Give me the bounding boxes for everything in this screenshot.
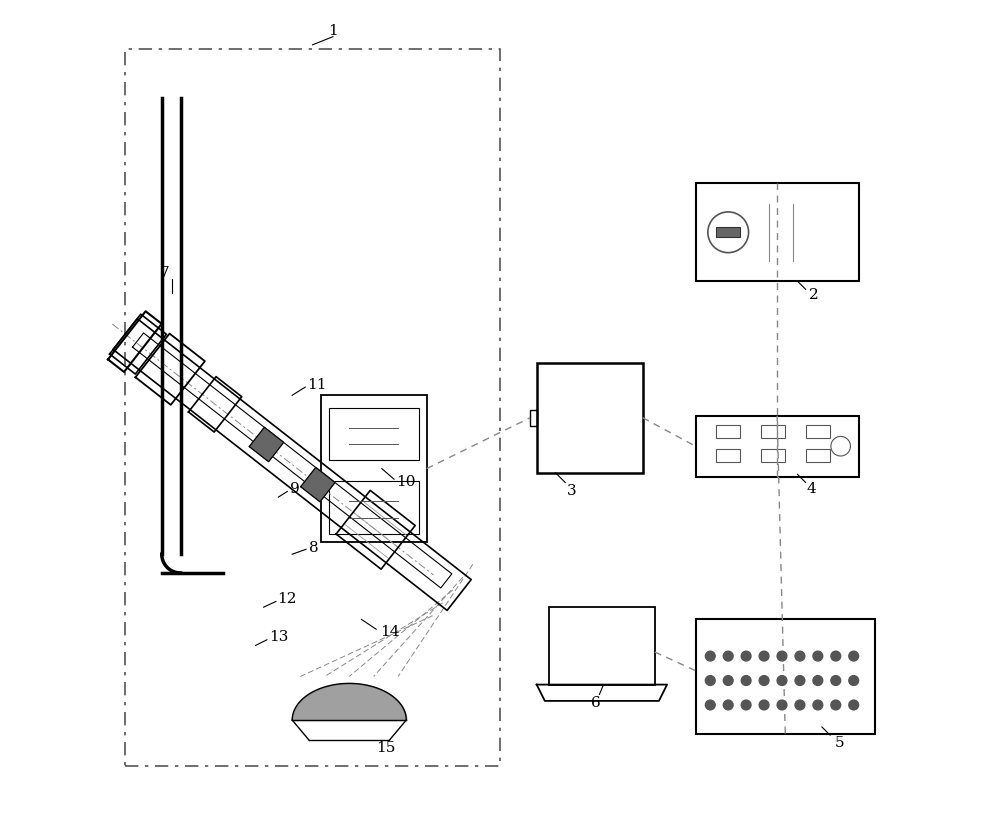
Circle shape	[723, 651, 733, 661]
Bar	[716, 425, 740, 438]
Circle shape	[849, 676, 859, 685]
Circle shape	[831, 700, 841, 710]
Circle shape	[849, 700, 859, 710]
Text: 11: 11	[307, 377, 326, 392]
Circle shape	[705, 700, 715, 710]
Circle shape	[813, 676, 823, 685]
Bar	[549, 607, 655, 685]
Bar	[537, 363, 643, 473]
Circle shape	[705, 676, 715, 685]
Circle shape	[795, 676, 805, 685]
Circle shape	[759, 700, 769, 710]
Text: 3: 3	[567, 483, 577, 498]
Circle shape	[723, 700, 733, 710]
Bar	[530, 410, 537, 426]
Circle shape	[759, 676, 769, 685]
Text: 1: 1	[328, 24, 338, 38]
Bar	[761, 425, 785, 438]
Text: 8: 8	[309, 540, 319, 555]
Circle shape	[813, 700, 823, 710]
Circle shape	[759, 651, 769, 661]
Bar	[696, 416, 859, 477]
Text: 9: 9	[290, 482, 299, 496]
Polygon shape	[301, 468, 335, 502]
Bar	[716, 227, 740, 237]
Circle shape	[777, 651, 787, 661]
Bar	[696, 183, 859, 281]
Circle shape	[777, 676, 787, 685]
Circle shape	[705, 651, 715, 661]
Text: 13: 13	[269, 630, 288, 645]
Circle shape	[831, 651, 841, 661]
Text: 14: 14	[380, 624, 400, 639]
Circle shape	[723, 676, 733, 685]
Text: 5: 5	[835, 736, 845, 751]
Polygon shape	[249, 427, 284, 461]
Bar	[125, 49, 500, 766]
Text: 6: 6	[591, 695, 601, 710]
Text: 4: 4	[806, 482, 816, 496]
Text: 15: 15	[376, 741, 396, 756]
Bar	[761, 449, 785, 462]
Bar	[806, 425, 830, 438]
Bar	[329, 408, 418, 460]
Circle shape	[741, 651, 751, 661]
Circle shape	[777, 700, 787, 710]
Circle shape	[849, 651, 859, 661]
Circle shape	[831, 676, 841, 685]
Bar	[321, 395, 427, 542]
Text: 7: 7	[159, 266, 169, 280]
Text: 2: 2	[809, 288, 819, 302]
Bar	[696, 619, 875, 734]
Circle shape	[813, 651, 823, 661]
Bar	[806, 449, 830, 462]
Bar	[329, 481, 418, 534]
Circle shape	[795, 700, 805, 710]
Bar	[716, 449, 740, 462]
Circle shape	[795, 651, 805, 661]
Circle shape	[741, 676, 751, 685]
Circle shape	[741, 700, 751, 710]
Text: 12: 12	[277, 592, 296, 606]
Text: 10: 10	[397, 475, 416, 490]
